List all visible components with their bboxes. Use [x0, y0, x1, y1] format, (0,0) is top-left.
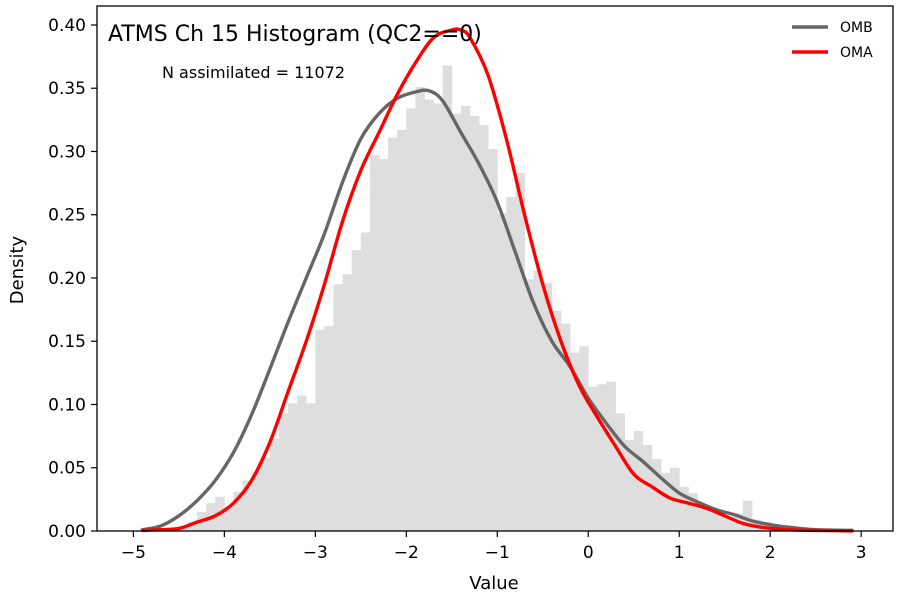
histogram-bar: [560, 323, 571, 531]
histogram-bar: [460, 105, 471, 531]
histogram-bar: [533, 270, 544, 531]
histogram-bar: [379, 159, 389, 531]
y-tick-label: 0.00: [48, 522, 86, 542]
n-assimilated-annotation: N assimilated = 11072: [162, 63, 345, 82]
histogram-bar: [278, 413, 289, 531]
histogram-bar: [488, 148, 498, 531]
histogram-bar: [388, 137, 398, 531]
plot-frame: [96, 5, 894, 532]
histogram-bar: [324, 326, 334, 531]
histogram-bar: [242, 480, 253, 531]
histogram-bar: [515, 172, 525, 531]
y-tick-label: 0.10: [48, 395, 86, 415]
histogram-bar: [333, 284, 344, 531]
y-tick-label: 0.05: [48, 459, 86, 479]
histogram-bar: [633, 431, 644, 531]
histogram-bar: [524, 279, 535, 531]
series-line-oma: [140, 27, 854, 533]
histogram-bar: [697, 506, 707, 531]
legend: OMB OMA: [792, 20, 873, 61]
chart-title: ATMS Ch 15 Histogram (QC2==0): [108, 22, 482, 47]
x-tick-label: 1: [674, 543, 685, 563]
histogram-bar: [570, 352, 580, 531]
histogram-bar: [315, 329, 325, 531]
y-axis: 0.00 0.05 0.10 0.15 0.20 0.25 0.30 0.35 0.40: [48, 16, 97, 542]
histogram-bar: [615, 413, 626, 531]
histogram-bar: [233, 491, 243, 531]
x-tick-label: −2: [394, 543, 419, 563]
x-tick-label: 3: [856, 543, 867, 563]
histogram-bar: [624, 439, 635, 531]
histogram-bar: [724, 517, 735, 531]
histogram-bar: [451, 113, 462, 531]
histogram-bar: [715, 513, 726, 531]
histogram-bar: [606, 381, 616, 531]
histogram-bar: [679, 486, 689, 531]
histogram-bar: [479, 124, 489, 532]
histogram-bar: [369, 155, 380, 532]
y-axis-title: Density: [7, 235, 28, 304]
histogram-bar: [642, 444, 653, 531]
series-line-omb: [140, 88, 854, 533]
legend-label-omb: OMB: [840, 20, 873, 36]
histogram-bar: [597, 384, 607, 531]
histogram-bar: [469, 116, 480, 531]
x-tick-label: −4: [212, 543, 237, 563]
x-tick-label: 0: [583, 543, 594, 563]
histogram-bar: [433, 103, 444, 531]
histogram-bar: [297, 395, 307, 531]
histogram-bar: [288, 403, 298, 531]
density-curves: [140, 27, 854, 533]
histogram-bar: [187, 522, 198, 531]
histogram-bar: [424, 99, 434, 532]
histogram-bar: [497, 213, 507, 531]
y-tick-label: 0.30: [48, 142, 86, 162]
histogram-bar: [506, 197, 516, 531]
y-tick-label: 0.35: [48, 79, 86, 99]
histogram-bar: [269, 438, 280, 531]
legend-label-oma: OMA: [840, 45, 873, 61]
histogram-bar: [579, 346, 589, 531]
x-axis-title: Value: [469, 573, 518, 594]
histogram-bar: [442, 65, 453, 532]
histogram-bar: [651, 458, 662, 531]
histogram-bar: [542, 283, 553, 531]
x-tick-label: 2: [765, 543, 776, 563]
y-tick-label: 0.15: [48, 332, 86, 352]
histogram-bar: [661, 472, 671, 531]
histogram-bar: [306, 403, 316, 531]
x-tick-label: −5: [121, 543, 146, 563]
x-tick-label: −1: [485, 543, 510, 563]
histogram-bar: [406, 108, 416, 531]
histogram-bar: [742, 500, 753, 531]
histogram-bar: [224, 506, 234, 531]
histogram-bar: [351, 250, 362, 532]
histogram-bar: [551, 310, 562, 531]
histogram-bar: [360, 232, 371, 531]
histogram-bar: [415, 86, 425, 531]
histogram-bar: [688, 493, 698, 531]
histogram-bar: [397, 129, 407, 532]
y-tick-label: 0.40: [48, 16, 86, 36]
y-tick-label: 0.20: [48, 269, 86, 289]
histogram-bar: [706, 510, 717, 531]
x-axis: −5 −4 −3 −2 −1 0 1 2 3: [121, 531, 867, 563]
histogram-bar: [251, 471, 262, 531]
y-tick-label: 0.25: [48, 206, 86, 226]
histogram-bar: [342, 274, 353, 531]
histogram-bar: [260, 457, 271, 531]
histogram-bar: [588, 386, 598, 531]
histogram-bars: [169, 65, 844, 532]
x-tick-label: −3: [303, 543, 328, 563]
